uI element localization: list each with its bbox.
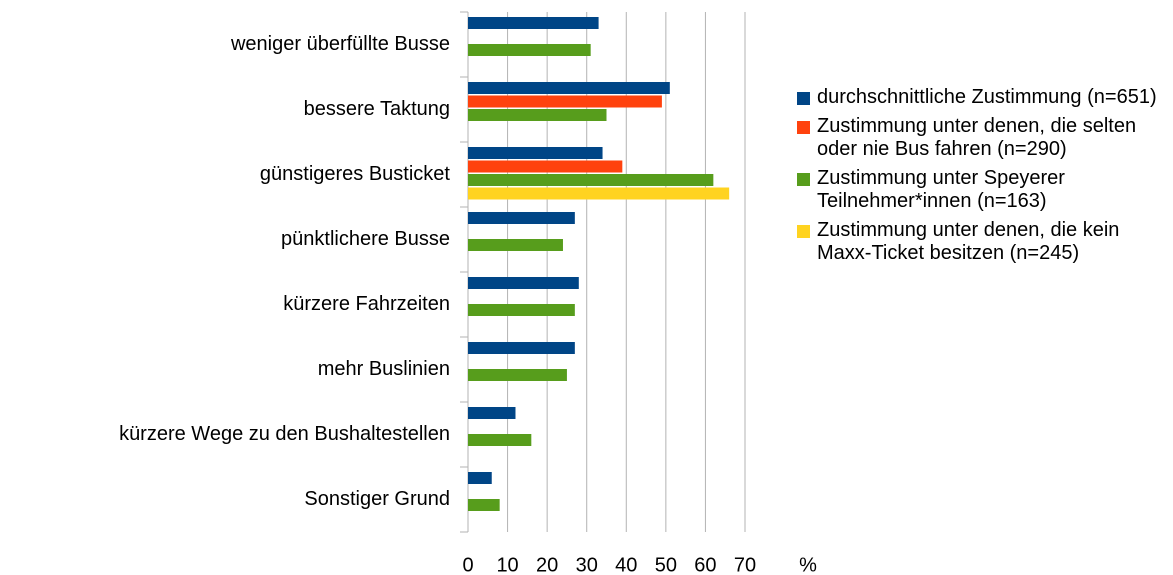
x-tick-label: 0 (462, 554, 473, 575)
x-tick-label: 60 (694, 554, 716, 575)
bar (468, 174, 714, 186)
bar (468, 212, 575, 224)
legend-swatch (797, 173, 810, 186)
y-tick-label: Sonstiger Grund (304, 488, 450, 510)
bar (468, 434, 532, 446)
x-tick-label: 10 (496, 554, 518, 575)
x-tick-label: 20 (536, 554, 558, 575)
x-tick-label: 40 (615, 554, 637, 575)
y-tick-label: mehr Buslinien (318, 358, 450, 380)
legend-label: Zustimmung unter denen, die kein Maxx-Ti… (817, 219, 1120, 264)
x-tick-label: 70 (734, 554, 756, 575)
bar (468, 82, 670, 94)
x-tick-label: 30 (576, 554, 598, 575)
bar (468, 369, 567, 381)
y-tick-label: bessere Taktung (304, 98, 450, 120)
legend-item: Zustimmung unter Speyerer Teilnehmer*inn… (797, 167, 1157, 213)
bar (468, 109, 607, 121)
legend-item: durchschnittliche Zustimmung (n=651) (797, 86, 1157, 109)
legend-item: Zustimmung unter denen, die kein Maxx-Ti… (797, 219, 1157, 265)
y-tick-label: kürzere Wege zu den Bushaltestellen (119, 423, 450, 445)
legend-item: Zustimmung unter denen, die selten oder … (797, 115, 1157, 161)
bar (468, 187, 730, 200)
bar (468, 147, 603, 159)
legend-swatch (797, 121, 810, 134)
bar (468, 472, 492, 484)
legend-label: durchschnittliche Zustimmung (n=651) (817, 86, 1157, 108)
y-tick-label: kürzere Fahrzeiten (283, 293, 450, 315)
y-tick-label: pünktlichere Busse (281, 228, 450, 250)
y-tick-label: weniger überfüllte Busse (230, 33, 450, 55)
x-tick-label: 50 (655, 554, 677, 575)
bar (468, 95, 662, 108)
bar (468, 407, 516, 419)
legend-label: Zustimmung unter denen, die selten oder … (817, 115, 1137, 160)
bar (468, 499, 500, 511)
bar (468, 342, 575, 354)
bar (468, 277, 579, 289)
bar (468, 17, 599, 29)
x-axis-label: % (799, 554, 817, 575)
legend: durchschnittliche Zustimmung (n=651) Zust… (797, 86, 1157, 271)
legend-label: Zustimmung unter Speyerer Teilnehmer*inn… (817, 167, 1065, 212)
legend-swatch (797, 225, 810, 238)
bar (468, 44, 591, 56)
bar (468, 160, 623, 173)
y-tick-label: günstigeres Busticket (260, 163, 451, 185)
bar (468, 304, 575, 316)
legend-swatch (797, 92, 810, 105)
bar (468, 239, 563, 251)
